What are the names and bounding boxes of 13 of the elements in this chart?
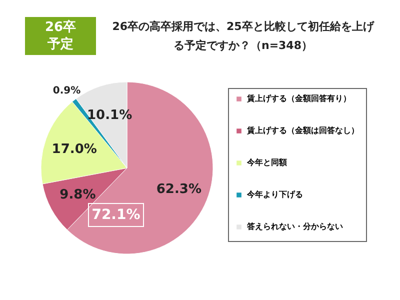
legend-label: 賃上げする（金額回答有り） — [246, 94, 351, 103]
chart-title: 26卒の高卒採用では、25卒と比較して初任給を上げる予定ですか？（n=348） — [112, 19, 374, 54]
data-label: 10.1% — [86, 108, 132, 123]
legend-label: 答えられない・分からない — [246, 222, 343, 231]
text: 72.1% — [88, 203, 144, 227]
data-label: 9.8% — [60, 188, 96, 203]
legend-label: 今年と同額 — [246, 158, 287, 167]
text: 26卒予定 — [44, 19, 78, 53]
legend-label: 今年より下げる — [246, 190, 303, 199]
data-label: 62.3% — [156, 182, 202, 198]
data-label: 0.9% — [52, 86, 81, 97]
data-label: 17.0% — [52, 142, 97, 157]
legend-label: 賃上げする（金額は回答なし） — [246, 126, 359, 135]
